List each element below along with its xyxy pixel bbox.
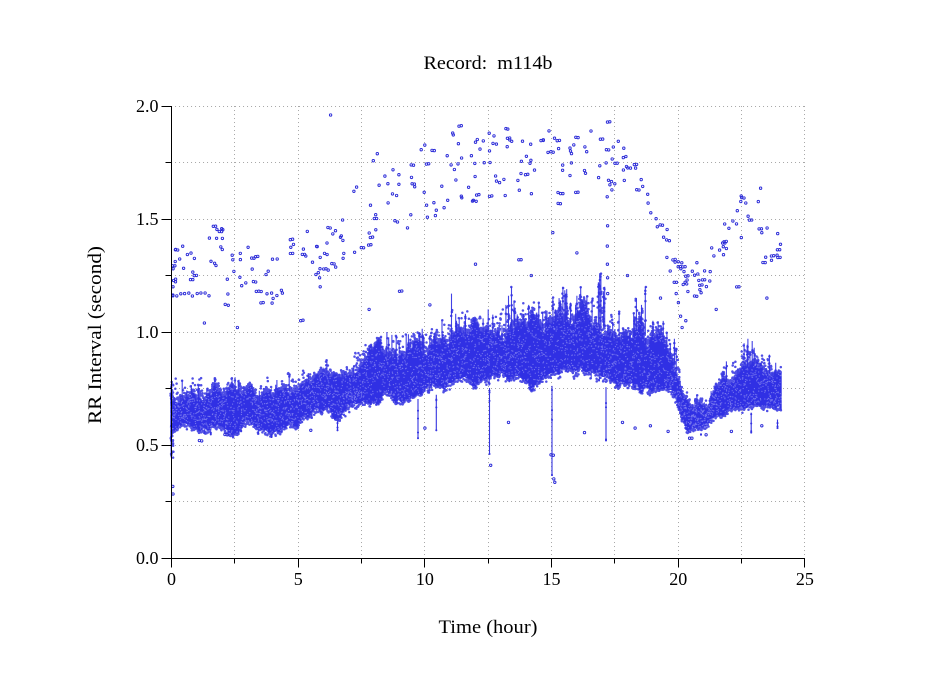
svg-text:1.5: 1.5: [136, 209, 159, 229]
svg-text:15: 15: [543, 569, 561, 589]
svg-text:RR Interval (second): RR Interval (second): [85, 246, 106, 424]
svg-text:2.0: 2.0: [136, 96, 159, 116]
svg-text:Time (hour): Time (hour): [439, 617, 538, 638]
svg-text:Record: m114b: Record: m114b: [424, 53, 553, 74]
svg-text:1.0: 1.0: [136, 322, 159, 342]
svg-text:25: 25: [796, 569, 814, 589]
svg-text:5: 5: [294, 569, 303, 589]
svg-text:10: 10: [416, 569, 434, 589]
svg-text:20: 20: [669, 569, 687, 589]
svg-text:0: 0: [167, 569, 176, 589]
svg-text:0.5: 0.5: [136, 435, 159, 455]
svg-text:0.0: 0.0: [136, 548, 159, 568]
